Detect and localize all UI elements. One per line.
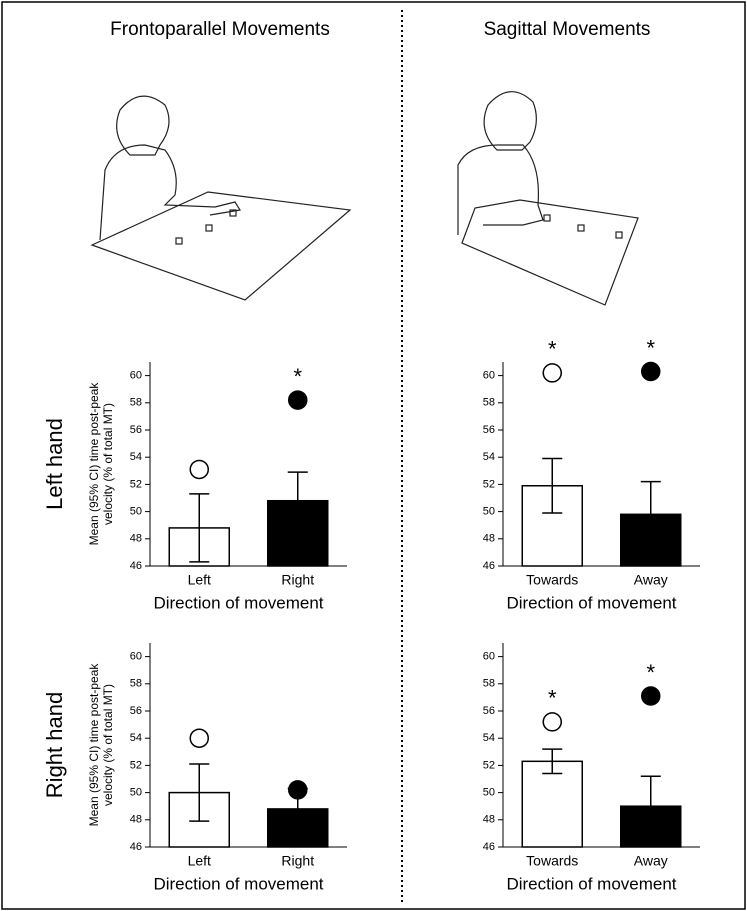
x-axis-label: Direction of movement (153, 593, 323, 612)
y-tick-label: 46 (130, 841, 142, 853)
y-tick-label: 54 (483, 732, 495, 744)
y-axis-label: velocity (% of total MT) (101, 684, 115, 806)
y-tick-label: 50 (130, 787, 142, 799)
figure: Frontoparallel Movements Sagittal Moveme… (0, 0, 747, 911)
y-tick-label: 48 (130, 814, 142, 826)
x-tick-label: Left (188, 572, 211, 588)
x-tick-label: Away (634, 853, 668, 869)
y-tick-label: 54 (130, 732, 142, 744)
marker (289, 781, 307, 799)
row-label: Right hand (42, 692, 67, 798)
x-tick-label: Right (281, 572, 314, 588)
significance: * (646, 660, 655, 685)
y-tick-label: 60 (483, 651, 495, 663)
y-tick-label: 46 (130, 560, 142, 572)
y-tick-label: 46 (483, 841, 495, 853)
y-tick-label: 52 (130, 478, 142, 490)
y-tick-label: 48 (130, 533, 142, 545)
x-tick-label: Towards (526, 572, 578, 588)
y-tick-label: 60 (130, 370, 142, 382)
x-axis-label: Direction of movement (153, 874, 323, 893)
y-axis-label: velocity (% of total MT) (101, 403, 115, 525)
significance: * (646, 335, 655, 360)
y-tick-label: 58 (483, 397, 495, 409)
significance: * (548, 686, 557, 711)
y-tick-label: 54 (483, 451, 495, 463)
y-tick-label: 60 (483, 370, 495, 382)
y-tick-label: 50 (483, 506, 495, 518)
significance: * (293, 364, 302, 389)
y-tick-label: 52 (130, 759, 142, 771)
x-axis-label: Direction of movement (506, 874, 676, 893)
y-tick-label: 48 (483, 814, 495, 826)
y-tick-label: 52 (483, 759, 495, 771)
marker (543, 364, 561, 382)
marker (190, 729, 208, 747)
x-tick-label: Right (281, 853, 314, 869)
y-tick-label: 50 (483, 787, 495, 799)
y-tick-label: 52 (483, 478, 495, 490)
marker (289, 391, 307, 409)
y-tick-label: 58 (483, 678, 495, 690)
column-title: Sagittal Movements (484, 19, 651, 40)
y-tick-label: 58 (130, 397, 142, 409)
y-tick-label: 54 (130, 451, 142, 463)
marker (190, 460, 208, 478)
marker (642, 687, 660, 705)
y-tick-label: 48 (483, 533, 495, 545)
x-axis-label: Direction of movement (506, 593, 676, 612)
y-tick-label: 60 (130, 651, 142, 663)
y-axis-label: Mean (95% CI) time post-peak (87, 382, 101, 546)
y-tick-label: 58 (130, 678, 142, 690)
column-title: Frontoparallel Movements (110, 19, 330, 40)
y-axis-label: Mean (95% CI) time post-peak (87, 663, 101, 827)
significance: * (548, 337, 557, 362)
y-tick-label: 56 (130, 705, 142, 717)
row-label: Left hand (42, 418, 67, 510)
marker (543, 713, 561, 731)
y-tick-label: 46 (483, 560, 495, 572)
y-tick-label: 56 (483, 705, 495, 717)
y-tick-label: 56 (483, 424, 495, 436)
x-tick-label: Left (188, 853, 211, 869)
marker (642, 363, 660, 381)
y-tick-label: 56 (130, 424, 142, 436)
y-tick-label: 50 (130, 506, 142, 518)
x-tick-label: Towards (526, 853, 578, 869)
x-tick-label: Away (634, 572, 668, 588)
